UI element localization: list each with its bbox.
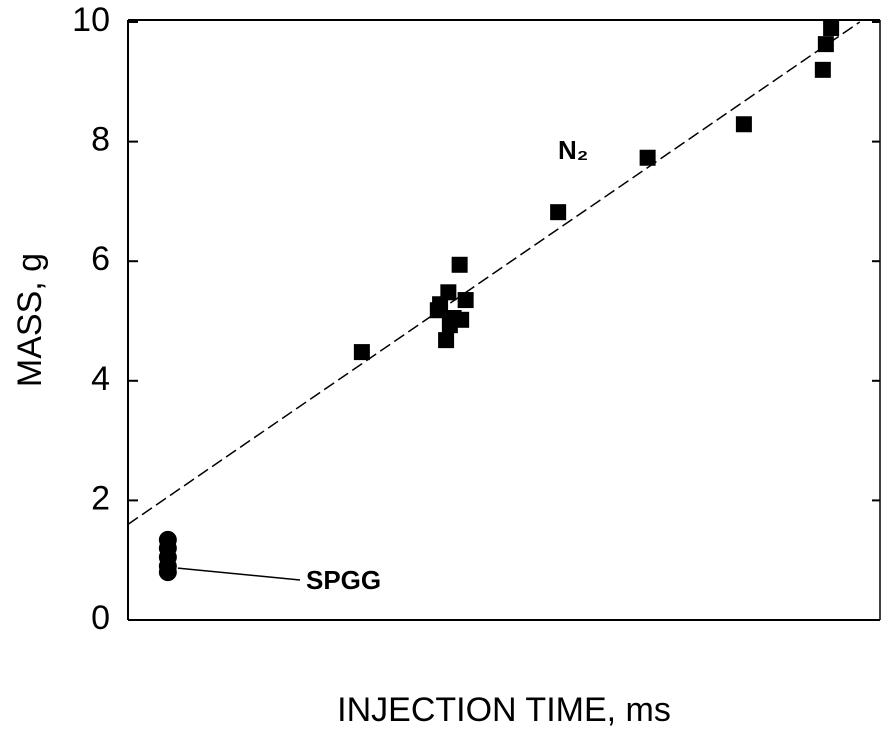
y-tick-label: 2 bbox=[91, 479, 110, 517]
point bbox=[550, 204, 567, 221]
point bbox=[453, 311, 470, 328]
point bbox=[438, 332, 455, 349]
point bbox=[451, 256, 468, 273]
point bbox=[457, 292, 474, 309]
point bbox=[735, 116, 752, 133]
leader-line bbox=[177, 567, 301, 581]
y-tick-label: 4 bbox=[91, 360, 110, 398]
y-tick-label: 8 bbox=[91, 121, 110, 159]
point bbox=[639, 149, 656, 166]
y-axis-title: MASS, g bbox=[11, 253, 49, 387]
y-tick-label: 10 bbox=[72, 1, 110, 39]
fit-line bbox=[127, 21, 861, 525]
point bbox=[814, 61, 831, 78]
series-label: SPGG bbox=[306, 565, 381, 595]
y-tick-label: 6 bbox=[91, 240, 110, 278]
point bbox=[353, 344, 370, 361]
point bbox=[817, 36, 834, 53]
point bbox=[440, 284, 457, 301]
x-axis-title: INJECTION TIME, ms bbox=[337, 691, 671, 729]
point bbox=[158, 563, 177, 582]
y-tick-label: 0 bbox=[91, 599, 110, 637]
series-label: N₂ bbox=[558, 135, 588, 165]
point bbox=[823, 19, 840, 36]
